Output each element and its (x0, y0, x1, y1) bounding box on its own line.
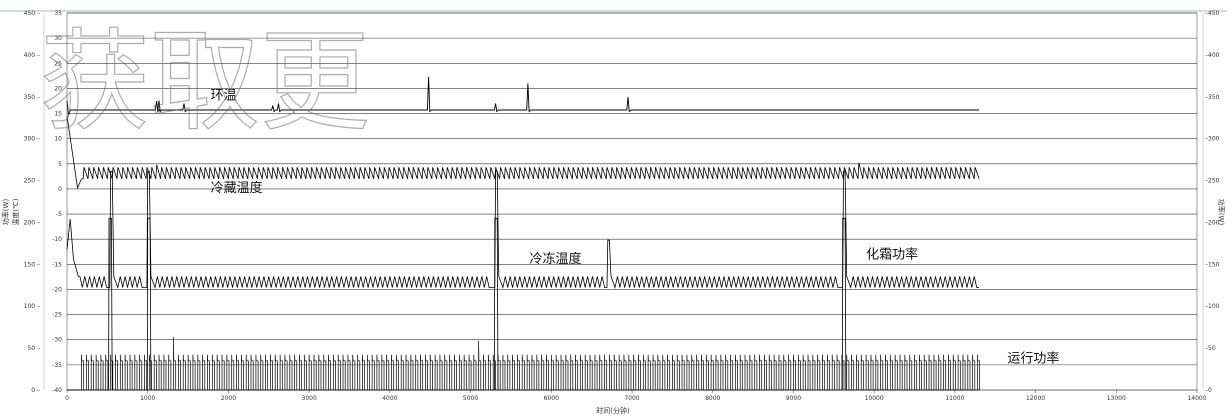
power-tick-label-left: 200 – (24, 219, 40, 226)
power-tick-label-left: 50 – (27, 345, 40, 352)
power-tick-label-left: 100 – (24, 303, 40, 310)
watermark: 获取更 (40, 18, 370, 146)
series-annotation-label: 冷冻温度 (529, 251, 581, 267)
temperature-tick-label: 20 (54, 85, 62, 92)
temperature-tick-label: 10 (54, 136, 62, 143)
temperature-tick-label: -40 (52, 387, 62, 394)
series-line-refrigerator (66, 115, 980, 190)
y-axis-title-power-right: 功率(W) (1217, 199, 1226, 226)
x-tick-label: 3000 (302, 395, 317, 402)
x-tick-label: 8000 (705, 395, 720, 402)
x-tick-label: 6000 (544, 395, 559, 402)
series-annotation-label: 冷藏温度 (211, 180, 263, 196)
power-tick-label-left: 450 – (24, 10, 40, 17)
series-annotation-label: 运行功率 (1007, 350, 1059, 366)
power-tick-label-right: –0 (1205, 387, 1212, 394)
temperature-tick-label: -25 (52, 312, 62, 319)
power-tick-label-left: 400 – (24, 52, 40, 59)
x-tick-label: 14000 (1187, 395, 1206, 402)
temperature-tick-label: -20 (52, 286, 62, 293)
power-tick-label-right: –100 (1205, 303, 1220, 310)
series-annotation-label: 环温 (211, 88, 237, 103)
temperature-tick-label: 25 (54, 60, 62, 67)
power-tick-label-right: –400 (1205, 52, 1220, 59)
x-tick-label: 10000 (865, 395, 884, 402)
temperature-tick-label: -5 (56, 211, 62, 218)
x-tick-label: 11000 (945, 395, 964, 402)
power-tick-label-left: 150 – (24, 261, 40, 268)
temperature-tick-label: 35 (54, 10, 62, 17)
temperature-tick-label: 5 (58, 161, 62, 168)
series-line-running-power (67, 337, 980, 391)
power-tick-label-right: –350 (1205, 94, 1220, 101)
power-tick-label-right: –450 (1205, 10, 1220, 17)
x-tick-label: 1000 (140, 395, 155, 402)
x-axis-title: 时间(分钟) (596, 406, 630, 415)
temperature-tick-label: 15 (54, 111, 62, 118)
series-annotation-label: 化霜功率 (866, 246, 918, 262)
power-tick-label-right: –50 (1205, 345, 1216, 352)
temperature-tick-label: -35 (52, 362, 62, 369)
temperature-tick-label: -10 (52, 236, 62, 243)
series-line-ambient (66, 76, 980, 116)
plot-frame (66, 12, 1198, 391)
temperature-tick-label: -30 (52, 337, 62, 344)
power-tick-label-right: –150 (1205, 261, 1220, 268)
power-tick-label-left: 0 – (31, 387, 40, 394)
power-tick-label-left: 300 – (24, 136, 40, 143)
power-tick-label-left: 250 – (24, 178, 40, 185)
series-line-freezer (66, 170, 980, 289)
x-tick-label: 0 (65, 395, 69, 402)
y-axis-title-power-left: 功率(W) (1, 199, 10, 226)
x-tick-label: 9000 (786, 395, 801, 402)
temperature-tick-label: -15 (52, 261, 62, 268)
x-tick-label: 12000 (1026, 395, 1045, 402)
x-tick-label: 5000 (463, 395, 478, 402)
x-tick-label: 13000 (1107, 395, 1126, 402)
power-tick-label-right: –300 (1205, 136, 1220, 143)
y-axis-title-temperature: 温度(℃) (11, 198, 20, 226)
power-tick-label-left: 350 – (24, 94, 40, 101)
x-tick-label: 4000 (382, 395, 397, 402)
x-tick-label: 2000 (221, 395, 236, 402)
temperature-tick-label: 30 (54, 35, 62, 42)
x-tick-label: 7000 (624, 395, 639, 402)
temperature-tick-label: 0 (58, 186, 62, 193)
power-tick-label-right: –250 (1205, 178, 1220, 185)
power-tick-label-right: –200 (1205, 219, 1220, 226)
